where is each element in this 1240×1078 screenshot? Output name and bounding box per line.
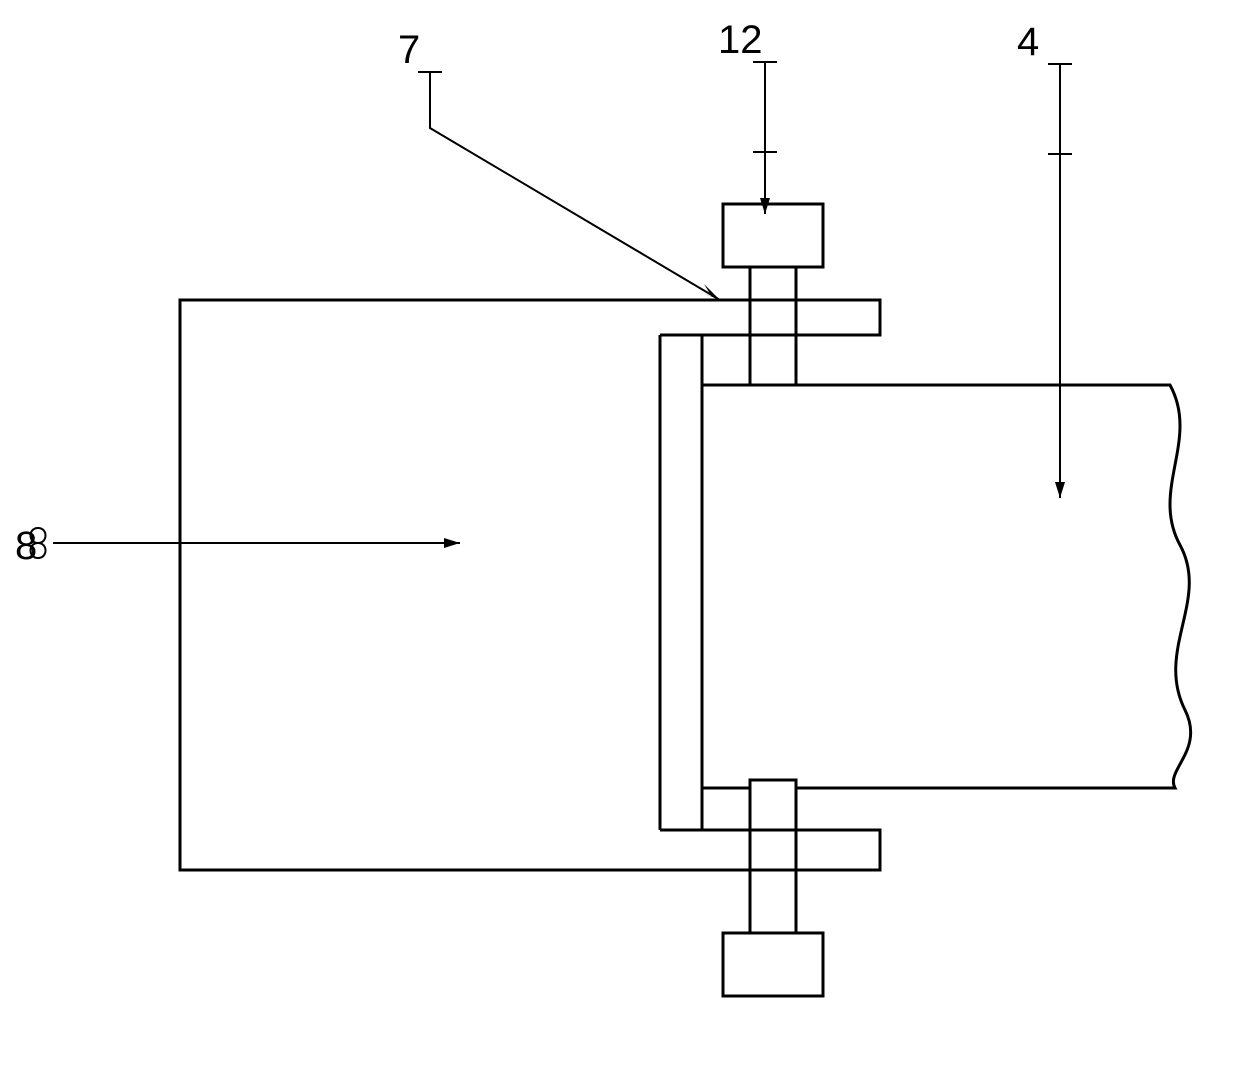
label-12: 12: [718, 18, 763, 63]
bolt-bottom-head: [723, 933, 823, 996]
label-4: 4: [1017, 20, 1039, 65]
part-4-outline: [702, 385, 1191, 788]
bolt-top-nut: [750, 335, 796, 385]
diagram-svg: [0, 0, 1240, 1073]
bolt-top-shaft-upper: [750, 267, 796, 300]
bolt-top-head: [723, 204, 823, 267]
technical-diagram: 7 12 4 8: [0, 0, 1240, 1073]
leader-4-arrow: [1055, 482, 1065, 498]
bolt-bottom-nut: [750, 780, 796, 830]
label-7: 7: [398, 28, 420, 73]
leader-7-arrow: [700, 284, 720, 300]
bolt-bottom-shaft-lower: [750, 870, 796, 933]
label-8: 8: [15, 524, 37, 569]
leader-7: [430, 72, 720, 300]
leader-8-arrow: [444, 538, 460, 548]
leader-12-arrow: [760, 198, 770, 214]
